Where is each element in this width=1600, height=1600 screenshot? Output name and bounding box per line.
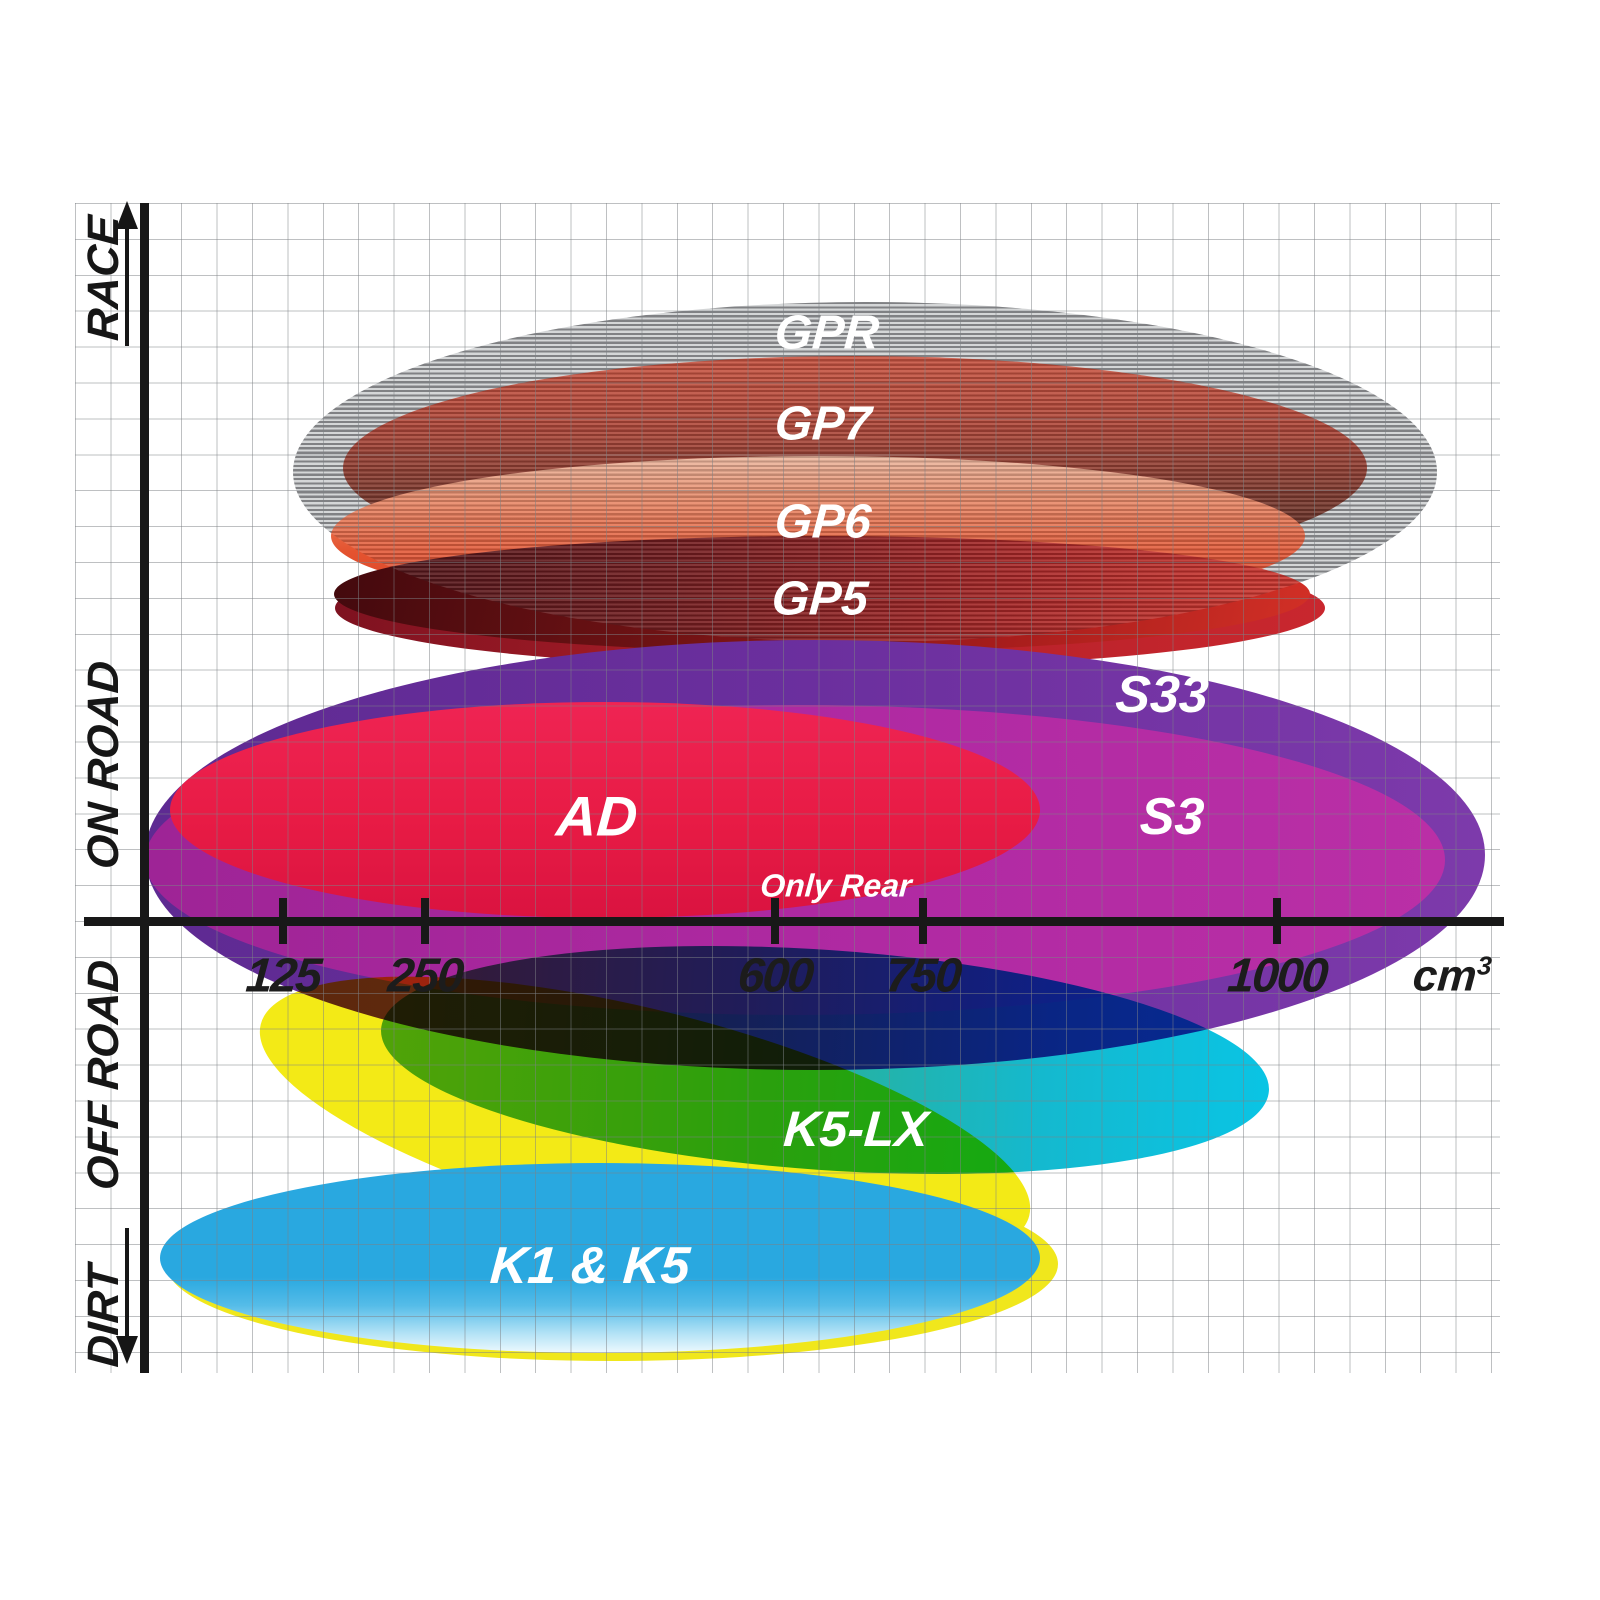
x-axis-line bbox=[84, 917, 1504, 926]
region-label-ad: AD bbox=[554, 784, 640, 848]
x-tick-125 bbox=[279, 898, 287, 944]
region-label-gp6: GP6 bbox=[773, 495, 873, 549]
x-tick-250 bbox=[421, 898, 429, 944]
race-arrow-line bbox=[125, 226, 129, 346]
region-label-gp5: GP5 bbox=[770, 572, 870, 626]
x-tick-label-1000: 1000 bbox=[1225, 949, 1329, 1003]
x-tick-750 bbox=[919, 898, 927, 944]
dirt-arrow-line bbox=[125, 1228, 129, 1338]
x-tick-label-250: 250 bbox=[386, 949, 464, 1003]
x-axis-unit-label: cm3 bbox=[1411, 950, 1493, 1001]
region-label-gp7: GP7 bbox=[773, 397, 873, 451]
x-tick-label-750: 750 bbox=[884, 949, 962, 1003]
y-axis-line bbox=[140, 203, 149, 1373]
region-label-k5lx: K5-LX bbox=[781, 1101, 931, 1157]
region-label-k1k5: K1 & K5 bbox=[488, 1237, 692, 1295]
race-up-arrow-icon bbox=[116, 201, 138, 229]
zone-label-race: RACE bbox=[79, 213, 128, 343]
x-tick-1000 bbox=[1273, 898, 1281, 944]
zone-label-offroad: OFF ROAD bbox=[79, 958, 128, 1192]
x-tick-label-125: 125 bbox=[244, 949, 322, 1003]
region-label-s3: S3 bbox=[1138, 788, 1206, 846]
dirt-down-arrow-icon bbox=[116, 1336, 138, 1364]
region-label-gpr: GPR bbox=[773, 306, 881, 360]
annotation-only-rear: Only Rear bbox=[759, 867, 913, 904]
zone-label-onroad: ON ROAD bbox=[79, 659, 128, 871]
x-tick-label-600: 600 bbox=[736, 949, 814, 1003]
x-tick-600 bbox=[771, 898, 779, 944]
region-label-s33: S33 bbox=[1113, 666, 1211, 724]
